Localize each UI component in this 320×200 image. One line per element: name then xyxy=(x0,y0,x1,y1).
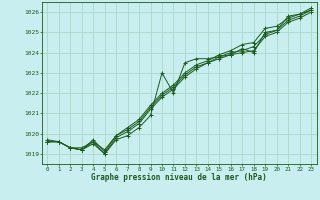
X-axis label: Graphe pression niveau de la mer (hPa): Graphe pression niveau de la mer (hPa) xyxy=(91,173,267,182)
